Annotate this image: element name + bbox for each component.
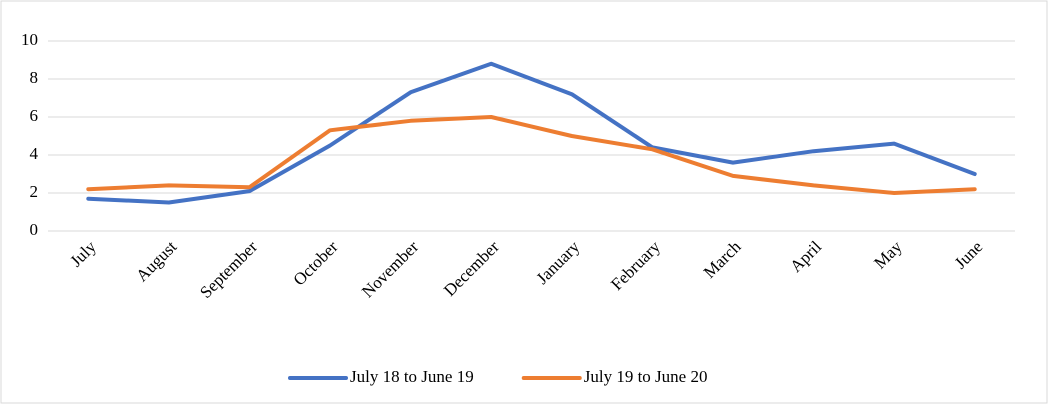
legend-label: July 18 to June 19: [350, 367, 474, 386]
y-tick-label: 6: [30, 106, 39, 125]
y-tick-label: 8: [30, 68, 39, 87]
line-series: [86, 115, 977, 195]
line-series: [86, 61, 977, 205]
y-tick-label: 10: [21, 30, 38, 49]
y-tick-label: 4: [30, 144, 39, 163]
legend-label: July 19 to June 20: [584, 367, 708, 386]
y-tick-label: 2: [30, 182, 39, 201]
y-tick-label: 0: [30, 220, 39, 239]
